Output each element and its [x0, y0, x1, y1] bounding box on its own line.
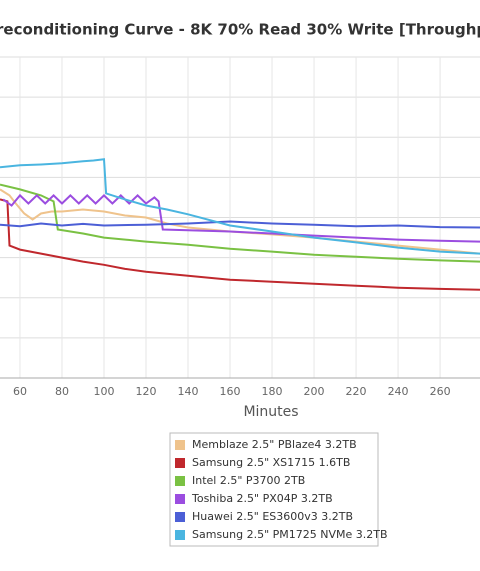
series-line: [2, 193, 480, 243]
legend-box: [169, 432, 379, 547]
legend-swatch: [175, 530, 185, 540]
legend-label: Intel 2.5" P3700 2TB: [192, 474, 305, 487]
series-line: [0, 198, 480, 291]
x-tick-label: 160: [220, 385, 241, 398]
x-tick-label: 120: [135, 385, 156, 398]
chart-title: reconditioning Curve - 8K 70% Read 30% W…: [0, 21, 480, 39]
x-tick-label: 140: [178, 385, 199, 398]
x-tick-label: 100: [93, 385, 114, 398]
series-line: [0, 158, 480, 255]
legend-label: Toshiba 2.5" PX04P 3.2TB: [191, 492, 333, 505]
legend-label: Huawei 2.5" ES3600v3 3.2TB: [192, 510, 353, 523]
x-tick-label: 80: [55, 385, 69, 398]
legend-label: Memblaze 2.5" PBlaze4 3.2TB: [192, 438, 357, 451]
legend-swatch: [175, 476, 185, 486]
x-tick-label: 200: [304, 385, 325, 398]
legend-label: Samsung 2.5" PM1725 NVMe 3.2TB: [192, 528, 388, 541]
x-tick-label: 260: [430, 385, 451, 398]
legend-swatch: [175, 512, 185, 522]
legend-label: Samsung 2.5" XS1715 1.6TB: [192, 456, 350, 469]
legend-swatch: [175, 458, 185, 468]
x-tick-label: 60: [13, 385, 27, 398]
legend-swatch: [175, 494, 185, 504]
x-tick-label: 240: [388, 385, 409, 398]
series-line: [0, 183, 480, 263]
legend-swatch: [175, 440, 185, 450]
x-tick-label: 180: [262, 385, 283, 398]
x-tick-label: 220: [346, 385, 367, 398]
series-line: [0, 220, 480, 229]
x-axis-label: Minutes: [243, 404, 298, 420]
